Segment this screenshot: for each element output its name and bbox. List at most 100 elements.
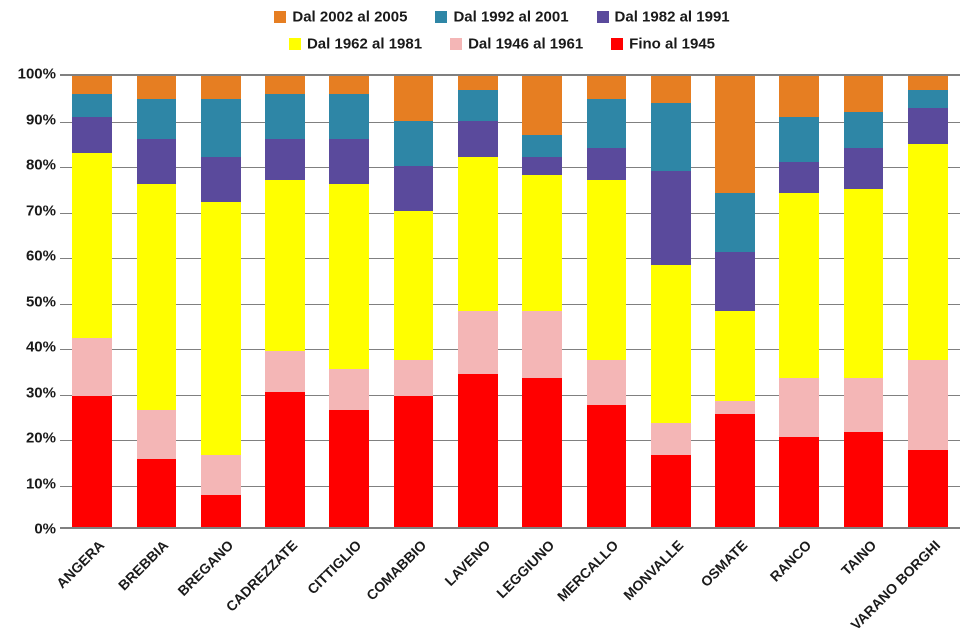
y-tick-label: 20%	[8, 430, 56, 447]
legend-label: Dal 1992 al 2001	[453, 9, 568, 26]
bar-segment	[201, 76, 241, 99]
bar-segment	[651, 76, 691, 103]
bar-segment	[908, 90, 948, 108]
bar-segment	[137, 410, 177, 460]
y-tick-label: 30%	[8, 384, 56, 401]
x-tick-label: TAINO	[837, 537, 878, 578]
bar	[522, 76, 562, 527]
bar-segment	[329, 76, 369, 94]
bar-segment	[908, 450, 948, 527]
bar-segment	[72, 153, 112, 338]
y-tick-label: 50%	[8, 293, 56, 310]
bar	[201, 76, 241, 527]
y-tick-label: 70%	[8, 202, 56, 219]
bar-segment	[844, 76, 884, 112]
bars-layer	[60, 76, 960, 527]
bar-segment	[201, 157, 241, 202]
y-tick-label: 100%	[8, 66, 56, 83]
bar-segment	[394, 76, 434, 121]
bar-segment	[908, 360, 948, 450]
bar-segment	[329, 369, 369, 410]
bar-segment	[72, 94, 112, 117]
bar-segment	[72, 396, 112, 527]
bar	[329, 76, 369, 527]
bar-segment	[715, 414, 755, 527]
bar-segment	[715, 193, 755, 252]
bar-segment	[779, 162, 819, 194]
y-tick-label: 0%	[8, 521, 56, 538]
bar-segment	[587, 180, 627, 360]
bar-segment	[394, 121, 434, 166]
bar-segment	[715, 252, 755, 311]
bar-segment	[265, 392, 305, 527]
x-tick-label: OSMATE	[697, 537, 750, 590]
plot-area	[60, 74, 960, 529]
legend-label: Dal 2002 al 2005	[292, 9, 407, 26]
x-tick-label: BREGANO	[174, 537, 236, 599]
legend-label: Dal 1982 al 1991	[615, 9, 730, 26]
legend-row: Dal 2002 al 2005 Dal 1992 al 2001 Dal 1982…	[0, 8, 976, 26]
legend-label: Dal 1962 al 1981	[307, 36, 422, 53]
bar-segment	[72, 76, 112, 94]
legend-swatch	[450, 38, 462, 50]
bar-segment	[522, 135, 562, 158]
bar-segment	[137, 99, 177, 140]
legend-swatch	[435, 11, 447, 23]
bar	[715, 76, 755, 527]
x-tick-label: LEGGIUNO	[493, 537, 557, 601]
bar-segment	[587, 148, 627, 180]
bar-segment	[201, 202, 241, 455]
bar	[458, 76, 498, 527]
bar-segment	[844, 112, 884, 148]
bar-segment	[715, 401, 755, 415]
bar-segment	[651, 171, 691, 266]
bar-segment	[329, 139, 369, 184]
bar-segment	[522, 76, 562, 135]
bar-segment	[329, 410, 369, 527]
x-tick-label: COMABBIO	[363, 537, 429, 603]
bar-segment	[458, 90, 498, 122]
bar-segment	[651, 423, 691, 455]
bar-segment	[779, 117, 819, 162]
bar-segment	[394, 166, 434, 211]
bar-segment	[844, 378, 884, 432]
bar-segment	[715, 76, 755, 193]
bar-segment	[458, 311, 498, 374]
bar-segment	[72, 117, 112, 153]
legend-label: Fino al 1945	[629, 36, 715, 53]
x-tick-label: MONVALLE	[620, 537, 686, 603]
legend-swatch	[611, 38, 623, 50]
bar-segment	[265, 94, 305, 139]
stacked-bar-chart: Dal 2002 al 2005 Dal 1992 al 2001 Dal 1982…	[0, 0, 976, 638]
x-tick-label: MERCALLO	[554, 537, 621, 604]
bar-segment	[779, 378, 819, 437]
bar-segment	[458, 157, 498, 310]
x-tick-label: RANCO	[767, 537, 815, 585]
bar-segment	[651, 103, 691, 171]
legend-swatch	[289, 38, 301, 50]
bar	[265, 76, 305, 527]
bar-segment	[779, 76, 819, 117]
bar-segment	[522, 378, 562, 527]
bar-segment	[522, 311, 562, 379]
bar-segment	[522, 157, 562, 175]
bar-segment	[587, 360, 627, 405]
legend-label: Dal 1946 al 1961	[468, 36, 583, 53]
bar-segment	[587, 405, 627, 527]
bar-segment	[779, 193, 819, 378]
bar	[394, 76, 434, 527]
bar-segment	[715, 311, 755, 401]
y-tick-label: 80%	[8, 157, 56, 174]
x-tick-label: BREBBIA	[115, 537, 171, 593]
bar	[779, 76, 819, 527]
bar-segment	[458, 76, 498, 90]
bar-segment	[137, 459, 177, 527]
bar-segment	[329, 94, 369, 139]
bar-segment	[394, 211, 434, 360]
y-tick-label: 60%	[8, 248, 56, 265]
bar-segment	[137, 139, 177, 184]
legend-swatch	[597, 11, 609, 23]
bar-segment	[265, 139, 305, 180]
bar-segment	[651, 265, 691, 423]
x-tick-label: CITTIGLIO	[304, 537, 364, 597]
